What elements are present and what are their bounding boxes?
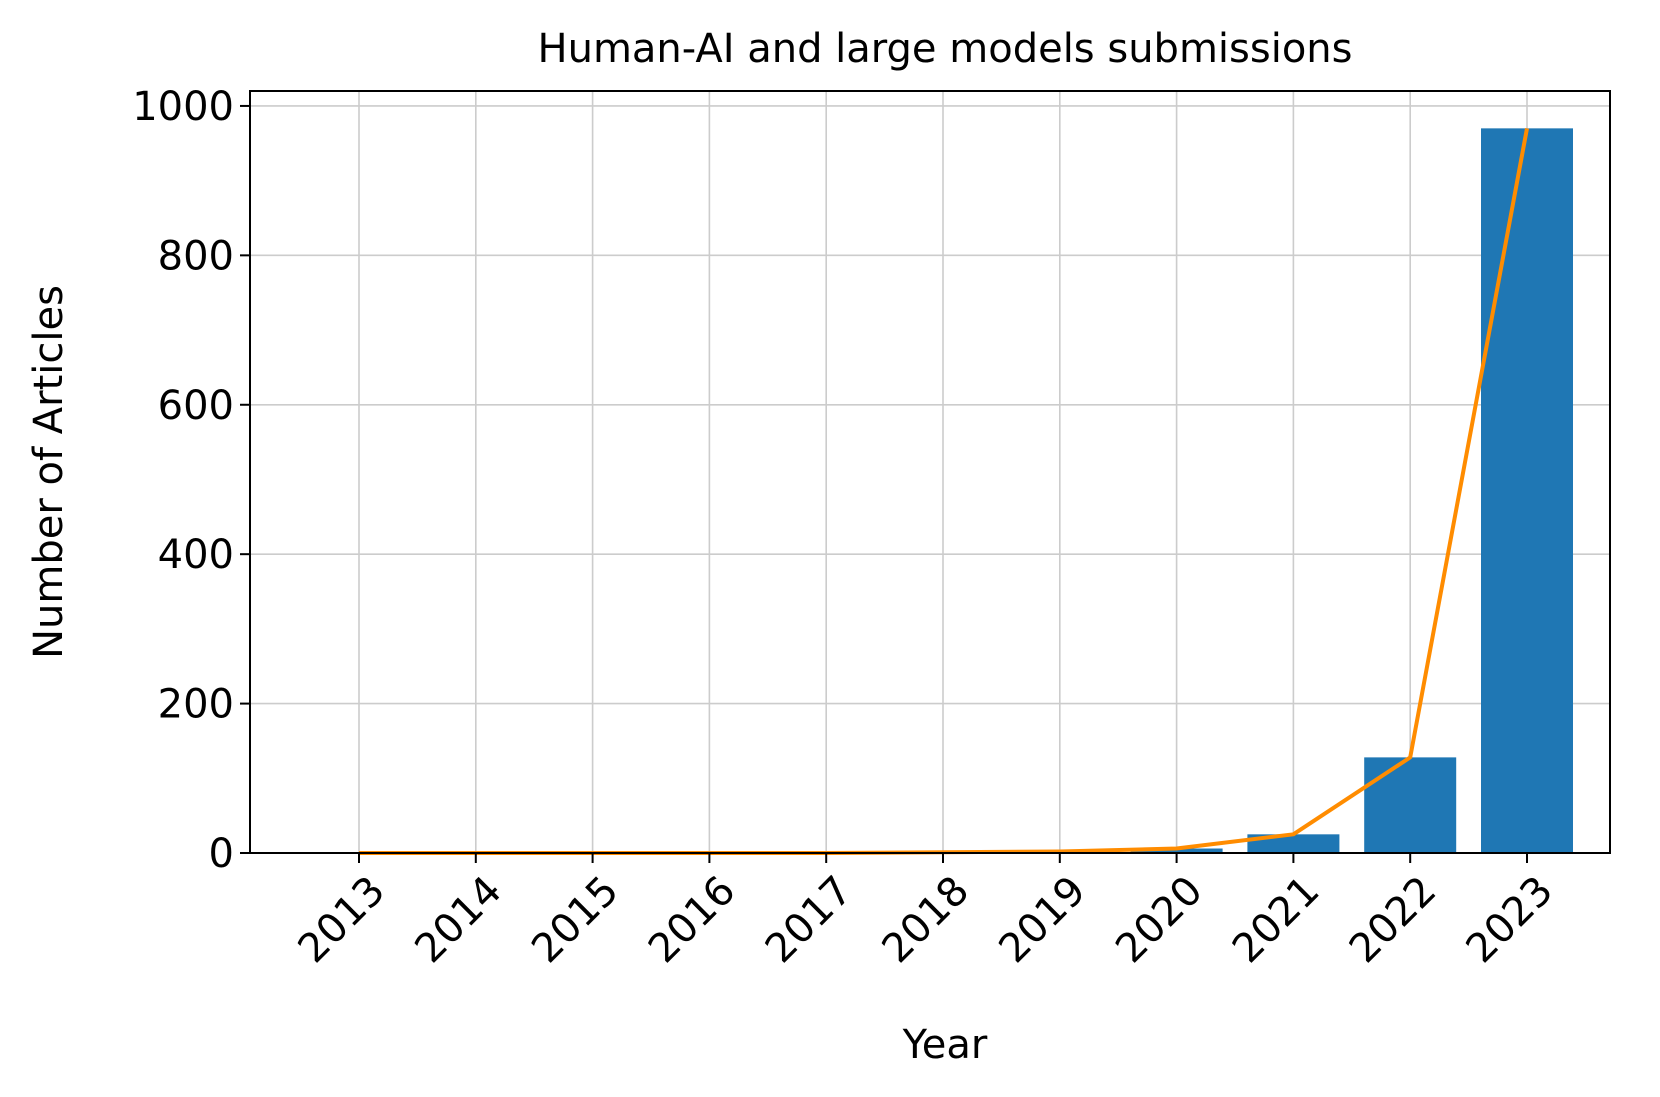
y-axis-ticks: 0 200 400 600 800 1000 [132,84,250,877]
x-tick-label: 2013 [290,868,395,973]
bar-2022 [1364,757,1457,853]
x-tick-label: 2022 [1341,868,1446,973]
x-tick-label: 2015 [523,868,628,973]
y-tick-label: 0 [209,831,234,877]
x-tick-label: 2018 [874,868,979,973]
y-tick-label: 800 [158,233,234,279]
x-tick-label: 2021 [1224,868,1329,973]
chart-title: Human-AI and large models submissions [538,26,1353,72]
y-tick-label: 1000 [132,84,234,130]
x-tick-label: 2016 [640,868,745,973]
bars [897,128,1573,854]
y-tick-label: 400 [158,532,234,578]
x-tick-label: 2019 [990,868,1095,973]
y-tick-label: 600 [158,383,234,429]
bar-2023 [1481,128,1573,854]
y-tick-label: 200 [158,682,234,728]
x-tick-label: 2023 [1458,868,1563,973]
y-axis-label: Number of Articles [26,285,72,659]
bar-2020 [1130,848,1223,853]
x-axis-ticks: 2013 2014 2015 2016 2017 2018 2019 2020 2021 2022… [290,853,1563,973]
x-tick-label: 2017 [757,868,862,973]
x-tick-label: 2020 [1107,868,1212,973]
x-tick-label: 2014 [406,868,511,973]
plot-frame [249,90,1611,854]
x-axis-label: Year [902,1022,988,1068]
grid [250,91,1610,854]
